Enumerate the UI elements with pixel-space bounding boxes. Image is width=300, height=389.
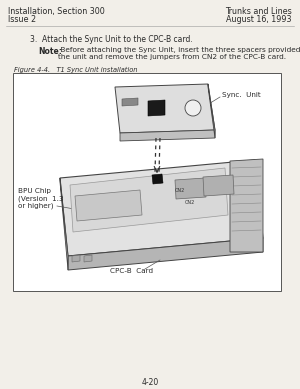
Polygon shape [208, 84, 215, 138]
Text: Installation, Section 300: Installation, Section 300 [8, 7, 105, 16]
Polygon shape [148, 100, 165, 116]
Polygon shape [115, 84, 215, 133]
Bar [13, 73, 281, 291]
Text: BPU Chip
(Version  1.3
or higher): BPU Chip (Version 1.3 or higher) [18, 188, 64, 209]
Polygon shape [60, 160, 263, 256]
Polygon shape [68, 238, 263, 270]
Polygon shape [75, 190, 142, 221]
Polygon shape [203, 175, 234, 196]
Text: 3.  Attach the Sync Unit to the CPC-B card.: 3. Attach the Sync Unit to the CPC-B car… [30, 35, 193, 44]
Circle shape [185, 100, 201, 116]
Text: Trunks and Lines: Trunks and Lines [225, 7, 292, 16]
Text: CN2: CN2 [185, 200, 195, 205]
Polygon shape [152, 174, 163, 184]
Polygon shape [84, 255, 92, 262]
Text: CPC-B  Card: CPC-B Card [110, 268, 153, 274]
Text: Issue 2: Issue 2 [8, 15, 36, 24]
Text: CN2: CN2 [175, 188, 185, 193]
Text: 4-20: 4-20 [141, 378, 159, 387]
Text: Sync.  Unit: Sync. Unit [222, 92, 261, 98]
Text: Figure 4-4.   T1 Sync Unit installation: Figure 4-4. T1 Sync Unit installation [14, 67, 137, 73]
Polygon shape [175, 178, 206, 199]
Polygon shape [72, 255, 80, 262]
Polygon shape [122, 98, 138, 106]
Text: Note:: Note: [38, 47, 62, 56]
Polygon shape [70, 168, 228, 232]
Text: Before attaching the Sync Unit, insert the three spacers provided with
the unit : Before attaching the Sync Unit, insert t… [58, 47, 300, 60]
Polygon shape [120, 130, 215, 141]
Text: August 16, 1993: August 16, 1993 [226, 15, 292, 24]
Polygon shape [60, 178, 68, 270]
Polygon shape [230, 159, 263, 252]
